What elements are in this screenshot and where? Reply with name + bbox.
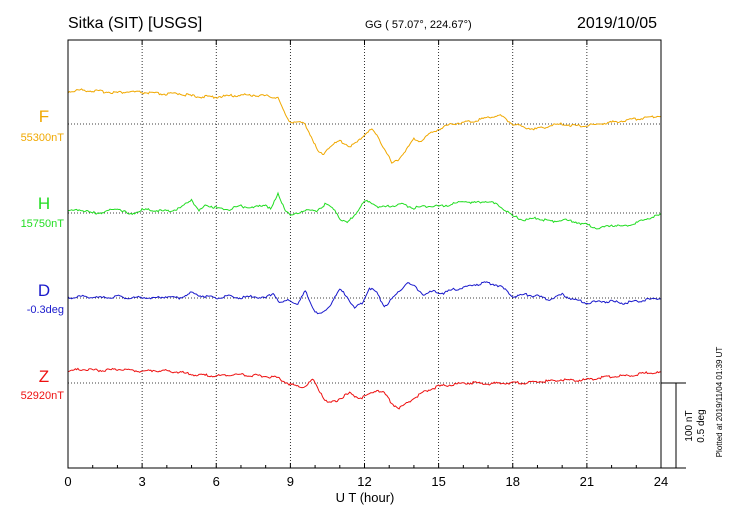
scale-label-nt: 100 nT bbox=[684, 410, 695, 441]
chart-date: 2019/10/05 bbox=[577, 15, 657, 32]
station-title: Sitka (SIT) [USGS] bbox=[68, 15, 202, 32]
series-labels: F 55300nT H 15750nT D -0.3deg Z 52920nT bbox=[21, 107, 65, 402]
x-axis-ticks: 0 3 6 9 12 15 18 21 24 bbox=[64, 40, 668, 489]
x-tick-label: 12 bbox=[357, 474, 371, 489]
x-tick-label: 24 bbox=[654, 474, 668, 489]
series-name-d: D bbox=[38, 281, 50, 300]
series-line-f bbox=[67, 88, 661, 164]
series-line-z bbox=[67, 367, 661, 410]
plotted-timestamp: Plotted at 2019/11/04 01:39 UT bbox=[715, 347, 724, 458]
station-coords: GG ( 57.07°, 224.67°) bbox=[365, 19, 472, 31]
x-axis-label: U T (hour) bbox=[336, 490, 395, 505]
series-baseline-h: 15750nT bbox=[21, 218, 65, 230]
scale-label-deg: 0.5 deg bbox=[696, 409, 707, 442]
plot-frame bbox=[67, 39, 662, 469]
x-tick-label: 6 bbox=[213, 474, 220, 489]
series-line-d bbox=[67, 281, 662, 315]
x-tick-label: 0 bbox=[64, 474, 71, 489]
series-baseline-d: -0.3deg bbox=[27, 304, 64, 316]
grid-lines bbox=[68, 40, 661, 468]
x-tick-label: 3 bbox=[139, 474, 146, 489]
scale-bar: 100 nT 0.5 deg bbox=[661, 382, 707, 469]
x-tick-label: 9 bbox=[287, 474, 294, 489]
series-name-h: H bbox=[38, 194, 50, 213]
series-baseline-f: 55300nT bbox=[21, 132, 65, 144]
series-baseline-z: 52920nT bbox=[21, 390, 65, 402]
series-layer bbox=[67, 88, 662, 410]
series-name-z: Z bbox=[39, 367, 49, 386]
x-tick-label: 18 bbox=[506, 474, 520, 489]
x-tick-label: 15 bbox=[431, 474, 445, 489]
series-line-h bbox=[67, 191, 662, 230]
series-name-f: F bbox=[39, 107, 49, 126]
x-tick-label: 21 bbox=[580, 474, 594, 489]
